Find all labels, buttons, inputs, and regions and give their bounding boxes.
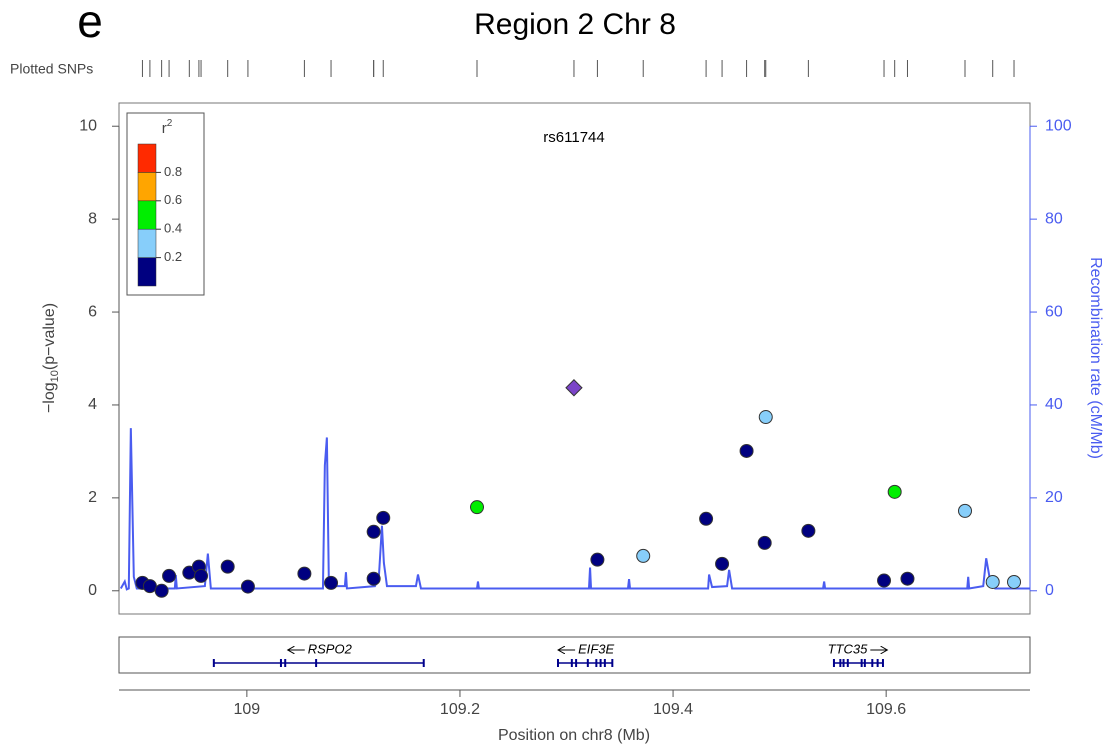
x-tick-label: 109.6 <box>866 701 906 718</box>
y-tick-label: 6 <box>88 303 97 320</box>
snp-point <box>220 559 235 574</box>
recombination-line <box>119 428 1031 591</box>
legend-tick-label: 0.4 <box>164 221 182 236</box>
panel-label: e <box>77 0 103 47</box>
y2-tick-label: 40 <box>1045 396 1063 413</box>
snp-point <box>757 535 772 550</box>
snp-point <box>590 552 605 567</box>
snp-point <box>877 573 892 588</box>
snp-point <box>142 579 157 594</box>
legend-tick-label: 0.2 <box>164 249 182 264</box>
legend-title: r2 <box>162 118 173 137</box>
snp-point <box>366 571 381 586</box>
snp-point <box>366 524 381 539</box>
legend-swatch <box>137 143 157 173</box>
snp-point <box>1007 574 1022 589</box>
snp-point <box>154 583 169 598</box>
gene-frame <box>118 636 1031 674</box>
snp-point <box>715 556 730 571</box>
legend-swatch <box>137 228 157 258</box>
lead-snp <box>565 379 583 397</box>
plot-frame <box>118 102 1031 615</box>
y-tick-label: 4 <box>88 396 97 413</box>
y2-tick-label: 100 <box>1045 117 1072 134</box>
snp-point <box>240 579 255 594</box>
y-tick-label: 10 <box>79 117 97 134</box>
snp-point <box>324 575 339 590</box>
legend-swatch <box>137 172 157 202</box>
snp-point <box>887 484 902 499</box>
y2-tick-label: 80 <box>1045 210 1063 227</box>
gene-name: RSPO2 <box>308 641 353 656</box>
legend-swatch <box>137 257 157 287</box>
snp-point <box>194 568 209 583</box>
y-tick-label: 0 <box>88 582 97 599</box>
x-axis-label: Position on chr8 (Mb) <box>498 727 650 744</box>
x-tick-label: 109.4 <box>653 701 693 718</box>
y2-tick-label: 0 <box>1045 582 1054 599</box>
snp-point <box>297 566 312 581</box>
snp-point <box>699 511 714 526</box>
chart-title: Region 2 Chr 8 <box>474 8 676 41</box>
legend-tick-label: 0.8 <box>164 164 182 179</box>
snp-point <box>758 410 773 425</box>
rug-label: Plotted SNPs <box>10 61 93 77</box>
gene-name: EIF3E <box>578 641 614 656</box>
snp-point <box>162 568 177 583</box>
x-tick-label: 109.2 <box>440 701 480 718</box>
snp-point <box>900 571 915 586</box>
y-tick-label: 2 <box>88 489 97 506</box>
y-tick-label: 8 <box>88 210 97 227</box>
snp-point <box>958 503 973 518</box>
y2-tick-label: 20 <box>1045 489 1063 506</box>
y-axis-label: −log10(p−value) <box>41 303 61 413</box>
snp-point <box>739 443 754 458</box>
snp-point <box>376 510 391 525</box>
gene-name: TTC35 <box>828 641 869 656</box>
snp-point <box>985 574 1000 589</box>
y2-tick-label: 60 <box>1045 303 1063 320</box>
snp-point <box>801 523 816 538</box>
y2-axis-label: Recombination rate (cM/Mb) <box>1087 257 1104 459</box>
snp-point <box>636 548 651 563</box>
legend-tick-label: 0.6 <box>164 192 182 207</box>
annotation: rs611744 <box>543 129 604 146</box>
snp-point <box>470 500 485 515</box>
legend-swatch <box>137 200 157 230</box>
x-tick-label: 109 <box>234 701 261 718</box>
